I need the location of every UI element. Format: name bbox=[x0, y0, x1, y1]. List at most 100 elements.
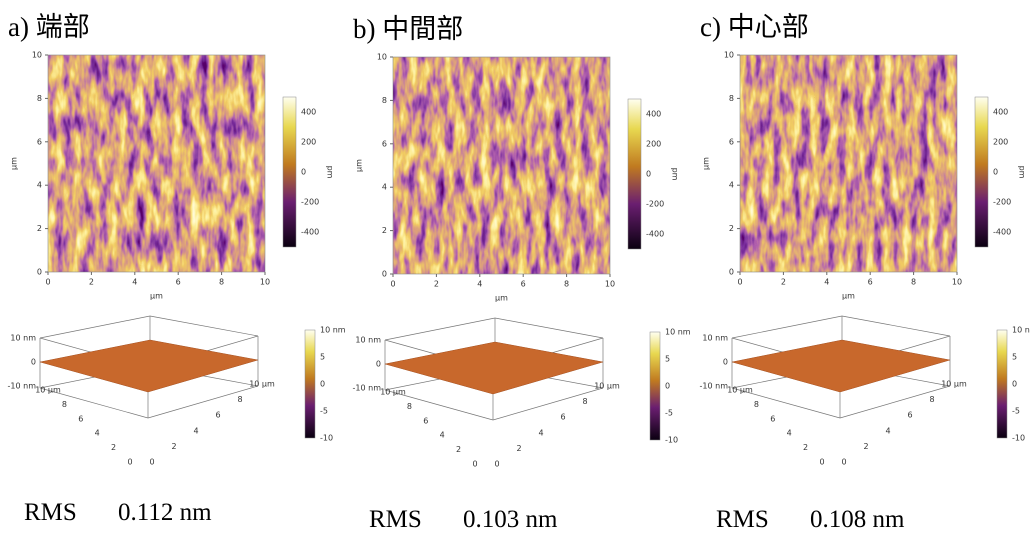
box-edge bbox=[731, 387, 841, 419]
x-tick-label: 0 bbox=[45, 278, 50, 287]
afm-image bbox=[48, 55, 265, 272]
y-tick-label: 2 bbox=[729, 224, 734, 233]
x-tick-label: 0 bbox=[737, 278, 742, 287]
colorbar bbox=[974, 96, 989, 248]
right-axis-label: 0 bbox=[494, 460, 499, 469]
z-tick-label: 0 bbox=[376, 360, 381, 369]
y-tick-label: 0 bbox=[382, 270, 387, 279]
surface-colorbar-tick-label: -10 bbox=[1012, 434, 1025, 443]
colorbar-label: pm bbox=[326, 166, 335, 179]
colorbar-tick-label: 0 bbox=[993, 168, 998, 177]
left-axis-label: 6 bbox=[78, 414, 83, 423]
y-tick-label: 10 bbox=[724, 51, 734, 60]
left-axis-label: 10 μm bbox=[380, 388, 406, 397]
y-tick-label: 8 bbox=[382, 96, 387, 105]
box-edge bbox=[384, 317, 496, 341]
y-tick-label: 6 bbox=[382, 139, 387, 148]
surface-colorbar-tick-label: 0 bbox=[1012, 380, 1017, 389]
left-axis-label: 6 bbox=[770, 414, 775, 423]
right-axis-label: 10 μm bbox=[941, 380, 967, 389]
box-edge bbox=[494, 317, 604, 339]
y-tick-label: 10 bbox=[377, 53, 387, 62]
left-axis-label: 8 bbox=[62, 400, 67, 409]
box-edge bbox=[839, 385, 951, 419]
right-axis-label: 4 bbox=[538, 428, 543, 437]
x-tick-label: 10 bbox=[605, 280, 615, 289]
surface-colorbar-tick-label: 10 nm bbox=[665, 328, 691, 337]
surface-colorbar-tick-label: -5 bbox=[665, 409, 673, 418]
surface-colorbar-tick-label: 0 bbox=[665, 382, 670, 391]
x-tick-label: 4 bbox=[132, 278, 137, 287]
right-axis-label: 6 bbox=[907, 411, 912, 420]
colorbar-tick-label: 200 bbox=[646, 140, 661, 149]
image-frame bbox=[47, 54, 266, 273]
afm-image bbox=[740, 55, 957, 272]
y-axis-label: μm bbox=[10, 157, 19, 170]
z-tick-label: 0 bbox=[31, 358, 36, 367]
colorbar-tick-label: 400 bbox=[646, 110, 661, 119]
right-axis-label: 0 bbox=[841, 458, 846, 467]
y-tick-label: 4 bbox=[37, 181, 42, 190]
colorbar-tick-label: 0 bbox=[301, 168, 306, 177]
surface-plane bbox=[384, 341, 604, 395]
surface-colorbar bbox=[996, 329, 1008, 439]
surface-colorbar-tick-label: -10 bbox=[320, 434, 333, 443]
y-tick-label: 6 bbox=[729, 137, 734, 146]
colorbar-tick-label: 400 bbox=[301, 108, 316, 117]
y-tick-label: 4 bbox=[729, 181, 734, 190]
surface-colorbar-tick-label: 5 bbox=[1012, 353, 1017, 362]
y-tick-label: 2 bbox=[37, 224, 42, 233]
right-axis-label: 4 bbox=[193, 426, 198, 435]
right-axis-label: 4 bbox=[885, 426, 890, 435]
box-edge bbox=[384, 389, 494, 421]
y-tick-label: 0 bbox=[37, 268, 42, 277]
colorbar-tick-label: 0 bbox=[646, 170, 651, 179]
right-axis-label: 10 μm bbox=[594, 382, 620, 391]
left-axis-label: 2 bbox=[456, 445, 461, 454]
y-axis-label: μm bbox=[702, 157, 711, 170]
x-tick-label: 4 bbox=[477, 280, 482, 289]
z-tick-label: 10 nm bbox=[10, 334, 36, 343]
image-frame bbox=[392, 56, 611, 275]
x-axis-label: μm bbox=[842, 292, 855, 301]
left-axis-label: 0 bbox=[819, 458, 824, 467]
colorbar bbox=[282, 96, 297, 248]
rms-label: RMS bbox=[24, 499, 77, 526]
box-edge bbox=[147, 385, 259, 419]
left-axis-label: 10 μm bbox=[35, 386, 61, 395]
x-tick-label: 10 bbox=[952, 278, 962, 287]
x-tick-label: 10 bbox=[260, 278, 270, 287]
colorbar-tick-label: -200 bbox=[646, 200, 664, 209]
x-tick-label: 2 bbox=[781, 278, 786, 287]
colorbar bbox=[627, 98, 642, 250]
z-tick-label: 10 nm bbox=[702, 334, 728, 343]
x-tick-label: 8 bbox=[911, 278, 916, 287]
left-axis-label: 4 bbox=[440, 431, 445, 440]
z-tick-label: 10 nm bbox=[355, 336, 381, 345]
right-axis-label: 8 bbox=[582, 397, 587, 406]
colorbar-tick-label: 400 bbox=[993, 108, 1008, 117]
box-edge bbox=[731, 315, 843, 339]
box-edge bbox=[841, 315, 951, 337]
right-axis-label: 2 bbox=[863, 442, 868, 451]
x-axis-label: μm bbox=[150, 292, 163, 301]
y-tick-label: 10 bbox=[32, 51, 42, 60]
right-axis-label: 2 bbox=[516, 444, 521, 453]
surface-colorbar-tick-label: 5 bbox=[665, 355, 670, 364]
right-axis-label: 6 bbox=[560, 413, 565, 422]
x-tick-label: 8 bbox=[219, 278, 224, 287]
left-axis-label: 8 bbox=[407, 402, 412, 411]
y-tick-label: 0 bbox=[729, 268, 734, 277]
y-axis-label: μm bbox=[355, 159, 364, 172]
left-axis-label: 6 bbox=[423, 416, 428, 425]
colorbar-tick-label: -400 bbox=[993, 228, 1011, 237]
panel: a) 端部0 2 4 6 8 100246810μmμm4002000-200-400pm… bbox=[8, 12, 346, 526]
box-edge bbox=[39, 387, 149, 419]
z-tick-label: 0 bbox=[723, 358, 728, 367]
rms-value: 0.103 nm bbox=[463, 506, 558, 533]
rms-label: RMS bbox=[716, 506, 769, 533]
rms-value: 0.108 nm bbox=[810, 506, 905, 533]
right-axis-label: 10 μm bbox=[249, 380, 275, 389]
